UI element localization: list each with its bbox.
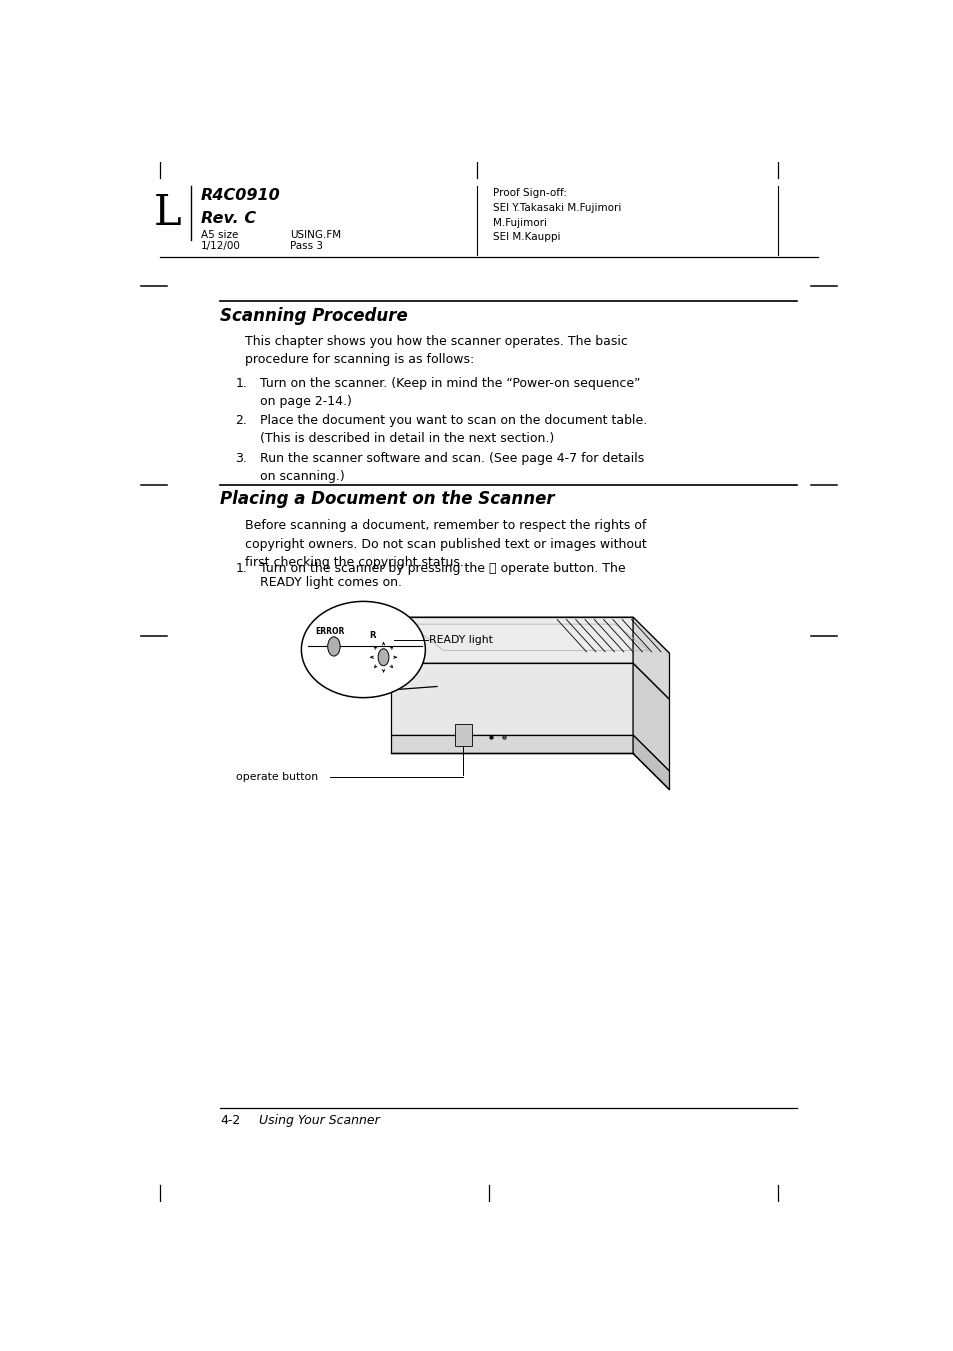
Polygon shape	[390, 735, 633, 754]
Text: R: R	[369, 631, 375, 640]
Text: Before scanning a document, remember to respect the rights of
copyright owners. : Before scanning a document, remember to …	[245, 519, 646, 569]
Text: Place the document you want to scan on the document table.
(This is described in: Place the document you want to scan on t…	[260, 413, 647, 446]
Text: 1/12/00: 1/12/00	[200, 242, 240, 251]
Polygon shape	[390, 663, 669, 700]
Polygon shape	[390, 617, 633, 663]
Text: USING.FM: USING.FM	[290, 230, 340, 240]
Text: SEI M.Kauppi: SEI M.Kauppi	[493, 232, 559, 242]
Polygon shape	[633, 663, 669, 771]
Text: Run the scanner software and scan. (See page 4-7 for details
on scanning.): Run the scanner software and scan. (See …	[260, 451, 644, 484]
Text: Placing a Document on the Scanner: Placing a Document on the Scanner	[220, 490, 554, 508]
Text: Scanning Procedure: Scanning Procedure	[220, 307, 407, 324]
Text: operate button: operate button	[235, 771, 317, 782]
Text: Pass 3: Pass 3	[290, 242, 322, 251]
Bar	[455, 724, 472, 746]
Text: READY light comes on.: READY light comes on.	[260, 576, 402, 589]
Text: Proof Sign-off:: Proof Sign-off:	[493, 188, 566, 199]
Polygon shape	[633, 617, 669, 700]
Text: L: L	[153, 192, 181, 234]
Text: READY light: READY light	[429, 635, 493, 646]
Text: This chapter shows you how the scanner operates. The basic
procedure for scannin: This chapter shows you how the scanner o…	[245, 335, 627, 366]
Polygon shape	[390, 663, 633, 735]
Ellipse shape	[377, 648, 389, 666]
Text: SEI Y.Takasaki M.Fujimori: SEI Y.Takasaki M.Fujimori	[493, 203, 620, 213]
Text: 1.: 1.	[235, 562, 247, 574]
Text: R4C0910: R4C0910	[200, 188, 280, 203]
Text: Rev. C: Rev. C	[200, 211, 255, 226]
Text: 1.: 1.	[235, 377, 247, 390]
Text: Turn on the scanner by pressing the ⒨ operate button. The: Turn on the scanner by pressing the ⒨ op…	[260, 562, 625, 574]
Ellipse shape	[328, 636, 340, 657]
Polygon shape	[633, 735, 669, 790]
Text: 2.: 2.	[235, 413, 247, 427]
Text: Turn on the scanner. (Keep in mind the “Power-on sequence”
on page 2-14.): Turn on the scanner. (Keep in mind the “…	[260, 377, 640, 408]
Ellipse shape	[301, 601, 425, 697]
Text: ERROR: ERROR	[315, 627, 344, 636]
Text: A5 size: A5 size	[200, 230, 237, 240]
Polygon shape	[390, 617, 669, 654]
Text: M.Fujimori: M.Fujimori	[493, 218, 546, 227]
Text: 4-2: 4-2	[220, 1113, 240, 1127]
Text: 3.: 3.	[235, 451, 247, 465]
Text: Using Your Scanner: Using Your Scanner	[258, 1113, 379, 1127]
